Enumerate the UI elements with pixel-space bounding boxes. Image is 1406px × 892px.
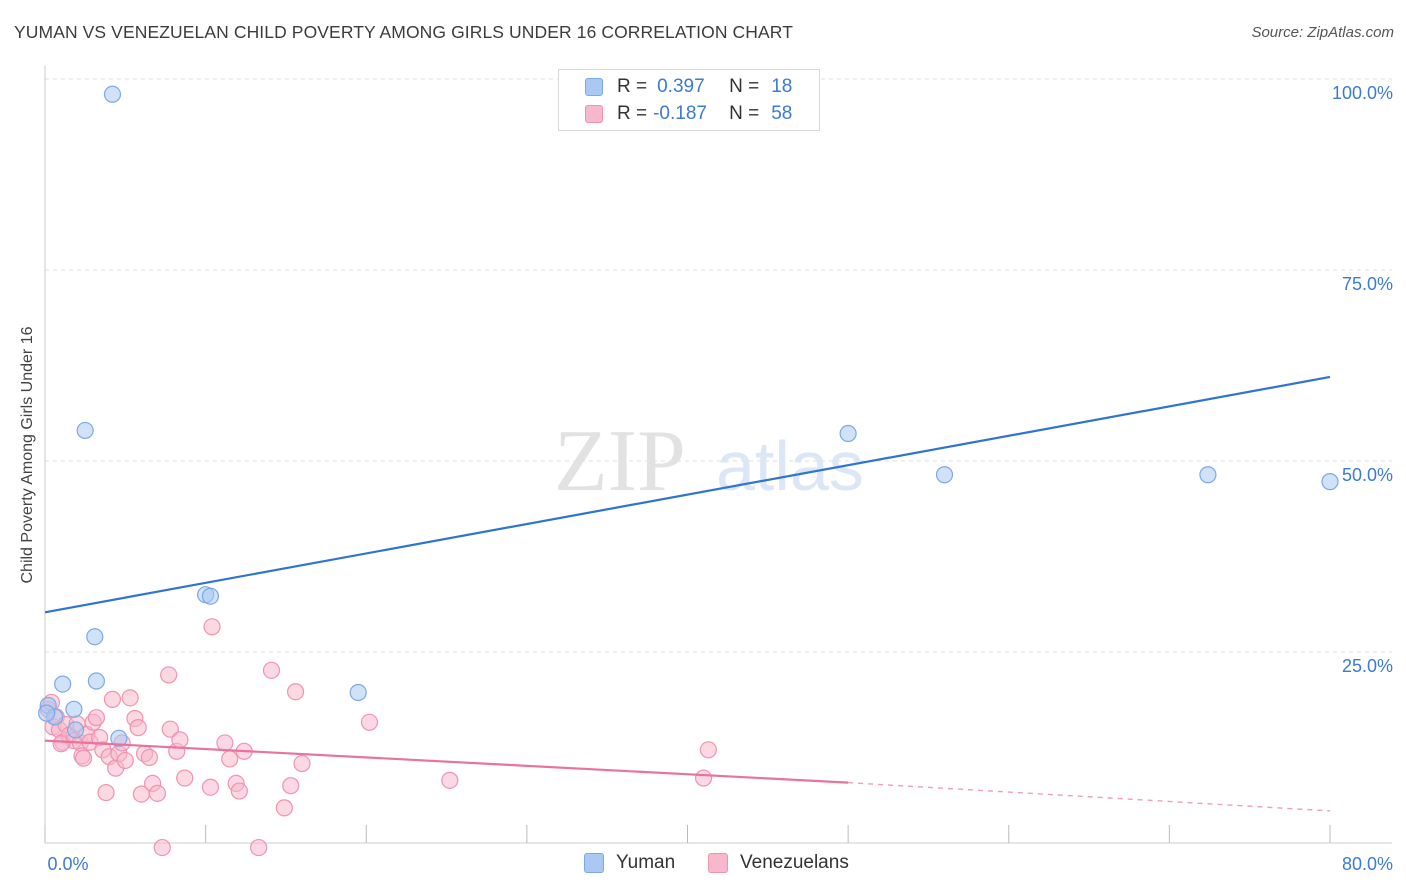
y-axis-label: Child Poverty Among Girls Under 16 bbox=[19, 326, 36, 584]
yuman-swatch bbox=[585, 78, 603, 96]
legend-r-value: -0.187 bbox=[653, 103, 707, 124]
watermark: ZIP atlas bbox=[554, 413, 864, 510]
chart-title: YUMAN VS VENEZUELAN CHILD POVERTY AMONG … bbox=[14, 22, 793, 42]
correlation-legend: R = 0.397 N = 18 R = -0.187 N = 58 bbox=[558, 69, 820, 131]
yuman-point bbox=[935, 466, 954, 484]
venezuelan-point bbox=[230, 782, 248, 800]
venezuelan-point bbox=[148, 784, 167, 802]
yuman-point bbox=[839, 424, 857, 443]
venezuelans-swatch bbox=[585, 105, 603, 123]
venezuelan-point bbox=[153, 838, 171, 857]
venezuelan-point bbox=[282, 777, 300, 795]
legend-n-label: N = bbox=[729, 103, 760, 124]
venezuelan-point bbox=[221, 750, 239, 768]
venezuelan-point bbox=[275, 799, 293, 817]
venezuelans-legend-swatch bbox=[708, 853, 728, 873]
venezuelan-point bbox=[176, 769, 194, 787]
venezuelan-point bbox=[360, 713, 379, 731]
yuman-point bbox=[38, 704, 56, 722]
venezuelan-point bbox=[116, 751, 134, 770]
legend-item-yuman: Yuman bbox=[584, 852, 675, 874]
legend-r-label: R = bbox=[617, 76, 648, 97]
venezuelan-point bbox=[699, 741, 717, 759]
yuman-point bbox=[66, 721, 85, 739]
legend-n-value: 58 bbox=[771, 103, 793, 124]
legend-row-venezuelans: R = -0.187 N = 58 bbox=[585, 102, 792, 126]
yuman-point bbox=[103, 85, 122, 103]
points-layer bbox=[38, 85, 1339, 857]
yuman-point bbox=[349, 683, 367, 702]
venezuelan-point bbox=[250, 838, 268, 857]
legend-row-yuman: R = 0.397 N = 18 bbox=[585, 75, 792, 99]
venezuelan-point bbox=[286, 683, 305, 701]
yuman-point bbox=[76, 421, 94, 440]
legend-n-value: 18 bbox=[771, 76, 793, 97]
venezuelan-point bbox=[74, 749, 93, 767]
legend-item-venezuelans: Venezuelans bbox=[708, 852, 849, 874]
yuman-point bbox=[87, 672, 106, 690]
venezuelan-point bbox=[262, 661, 281, 679]
legend-n-label: N = bbox=[729, 76, 760, 97]
chart-source: Source: ZipAtlas.com bbox=[1251, 24, 1394, 41]
venezuelan-point bbox=[103, 690, 122, 708]
yuman-point bbox=[1321, 473, 1339, 491]
x-tick-label: 0.0% bbox=[47, 854, 88, 874]
yuman-point bbox=[86, 628, 104, 646]
yuman-point bbox=[201, 587, 220, 605]
yuman-point bbox=[54, 675, 72, 693]
venezuelan-point bbox=[52, 735, 70, 753]
venezuelan-point bbox=[140, 748, 159, 767]
yuman-point bbox=[1199, 466, 1217, 484]
y-tick-label: 25.0% bbox=[1342, 656, 1393, 676]
series-legend: Yuman Venezuelans bbox=[0, 852, 1406, 878]
ticks-layer: 25.0% 50.0% 75.0% 100.0% 0.0% 80.0% bbox=[47, 83, 1393, 874]
venezuelan-point bbox=[441, 771, 459, 789]
venezuelan-point bbox=[201, 778, 220, 796]
venezuelan-trendline bbox=[44, 739, 849, 784]
yuman-point bbox=[65, 700, 83, 718]
yuman-point bbox=[110, 729, 128, 747]
y-tick-label: 75.0% bbox=[1342, 274, 1393, 294]
venezuelan-trendline-extension bbox=[848, 781, 1331, 812]
y-tick-label: 100.0% bbox=[1332, 83, 1393, 103]
yuman-legend-label: Yuman bbox=[616, 852, 676, 873]
venezuelan-point bbox=[293, 754, 311, 773]
venezuelans-legend-label: Venezuelans bbox=[740, 852, 849, 873]
y-tick-label: 50.0% bbox=[1342, 465, 1393, 485]
venezuelan-point bbox=[161, 720, 179, 738]
venezuelan-point bbox=[121, 689, 139, 707]
legend-r-value: 0.397 bbox=[657, 76, 705, 97]
venezuelan-point bbox=[87, 709, 106, 727]
watermark-zip: ZIP bbox=[554, 413, 686, 510]
venezuelan-point bbox=[216, 734, 234, 752]
yuman-trendline bbox=[44, 375, 1331, 614]
venezuelan-point bbox=[129, 719, 147, 737]
grid-layer bbox=[45, 78, 1392, 653]
x-tick-label: 80.0% bbox=[1342, 854, 1393, 874]
venezuelan-point bbox=[160, 666, 178, 684]
trend-layer bbox=[44, 375, 1331, 812]
yuman-legend-swatch bbox=[584, 853, 604, 873]
legend-r-label: R = bbox=[617, 103, 648, 124]
venezuelan-point bbox=[97, 783, 115, 802]
venezuelan-point bbox=[203, 618, 221, 636]
venezuelan-point bbox=[171, 731, 189, 749]
venezuelan-point bbox=[694, 769, 713, 787]
